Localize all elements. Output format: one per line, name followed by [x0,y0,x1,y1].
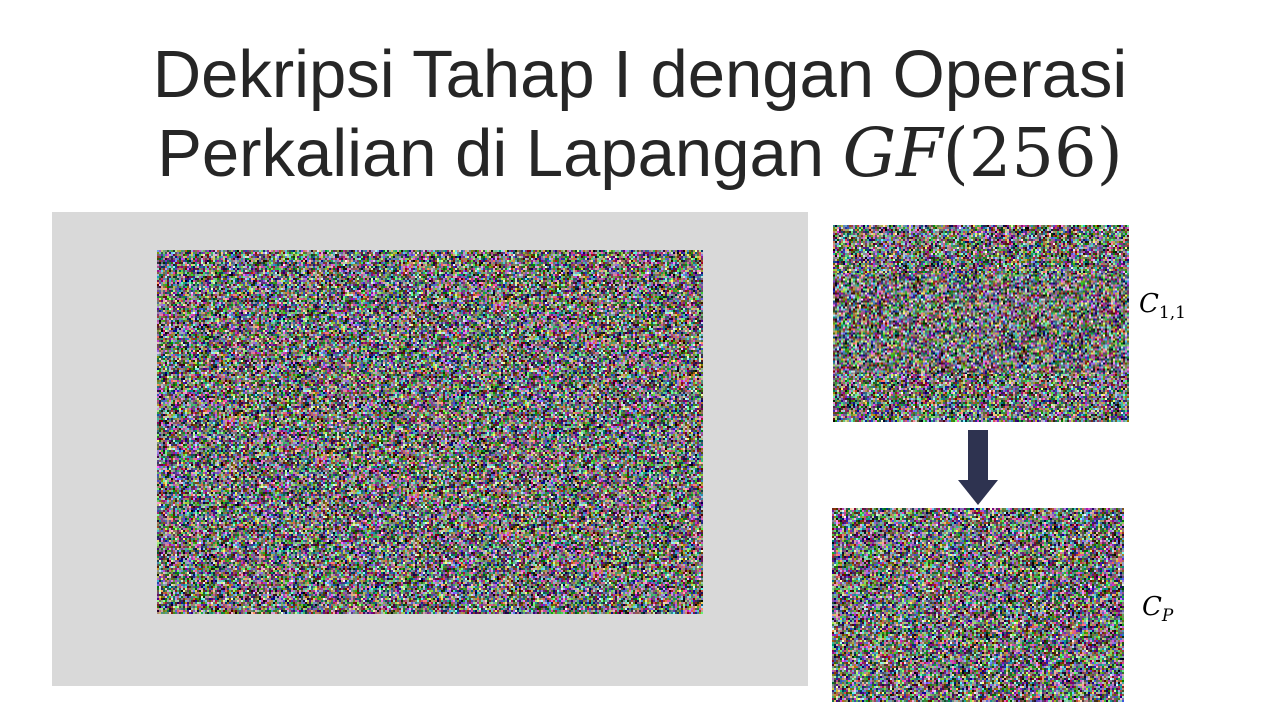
arrow-down-icon [958,430,998,505]
label-cp-subscript: P [1161,606,1174,626]
gf-math-variable: GF [842,114,943,192]
label-c11-base: C [1139,289,1159,319]
slide-title: Dekripsi Tahap I dengan Operasi Perkalia… [0,36,1280,193]
label-c11: C1,1 [1139,289,1186,323]
cp-noise-image [832,508,1124,702]
slide-title-line-2-text: Perkalian di Lapangan [157,116,843,191]
main-noise-image [157,250,703,614]
label-cp: CP [1142,592,1173,626]
label-cp-base: C [1142,592,1162,622]
slide-title-line-1: Dekripsi Tahap I dengan Operasi [152,37,1128,112]
label-c11-subscript: 1,1 [1158,303,1186,323]
gf-math-argument: (256) [942,114,1123,192]
c11-noise-image [833,225,1129,422]
slide-title-line-2: Perkalian di Lapangan GF(256) [0,114,1280,193]
gf-math-expression: GF(256) [843,114,1123,192]
